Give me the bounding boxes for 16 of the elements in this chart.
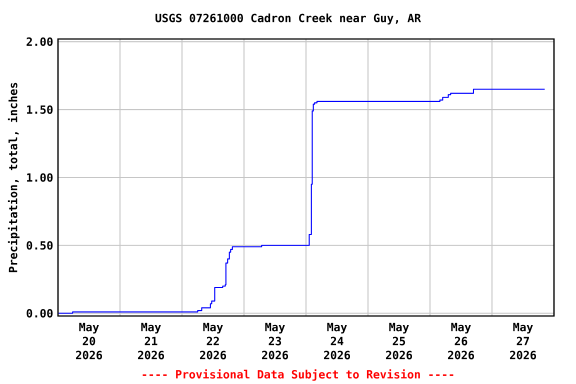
x-tick-label: May 25 2026 (386, 322, 412, 360)
y-tick-label: 1.00 (27, 173, 53, 182)
y-tick-label: 0.50 (26, 241, 53, 250)
x-tick-label: May 27 2026 (510, 322, 536, 360)
y-tick-label: 0.00 (26, 308, 53, 318)
y-tick-label: 1.50 (27, 105, 53, 114)
x-tick-label: May 21 2026 (138, 322, 164, 360)
chart-title: USGS 07261000 Cadron Creek near Guy, AR (156, 14, 422, 24)
x-tick-label: May 23 2026 (262, 322, 288, 360)
y-tick-label: 2.00 (26, 37, 53, 46)
text: ---- Provisional Data Subject to Revision ---- (142, 369, 454, 381)
x-tick-label: May 24 2026 (324, 322, 350, 360)
x-tick-label: May 26 2026 (448, 322, 474, 360)
x-tick-label: May 20 2026 (76, 322, 102, 360)
x-tick-label: May 22 2026 (200, 322, 226, 360)
y-axis-title: Precipitation, total, inches (8, 82, 20, 272)
